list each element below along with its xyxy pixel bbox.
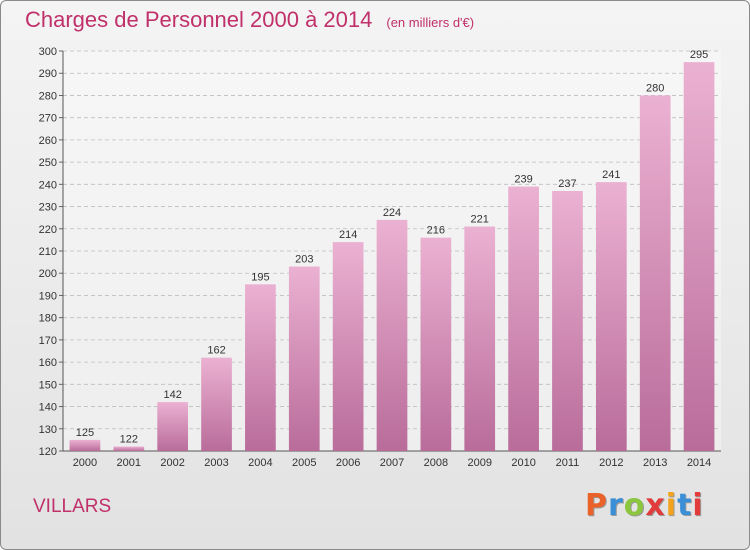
x-tick-label: 2010 [511,457,535,469]
y-tick-label: 240 [39,179,57,191]
y-tick-label: 260 [39,135,57,147]
x-tick-label: 2009 [467,457,491,469]
y-tick-label: 230 [39,202,57,214]
x-tick-label: 2008 [424,457,448,469]
x-tick-label: 2000 [73,457,97,469]
bar [288,266,320,451]
data-label: 122 [120,434,138,446]
bar [332,242,364,451]
y-tick-label: 120 [39,446,57,458]
data-label: 214 [339,229,357,241]
x-tick-label: 2011 [556,457,580,469]
y-tick-label: 250 [39,157,57,169]
data-label: 203 [295,254,313,266]
data-label: 162 [207,345,225,357]
y-tick-label: 150 [39,379,57,391]
y-tick-label: 210 [39,246,57,258]
data-label: 125 [76,427,94,439]
y-tick-label: 160 [39,357,57,369]
logo-letter: i [665,488,678,523]
y-tick-label: 220 [39,224,57,236]
logo-letter: x [645,488,666,523]
bar [683,62,715,451]
y-tick-label: 200 [39,268,57,280]
title-text: Charges de Personnel 2000 à 2014 [25,7,373,32]
chart-title: Charges de Personnel 2000 à 2014 (en mill… [25,7,474,33]
bar [508,186,539,452]
logo-letter: o [623,488,646,523]
y-tick-label: 130 [39,424,57,436]
x-tick-label: 2014 [687,457,711,469]
logo-letter: P [585,488,608,523]
y-tick-label: 190 [39,290,57,302]
x-tick-label: 2005 [292,457,316,469]
data-label: 142 [163,389,181,401]
bar [464,226,496,451]
logo-letter: i [692,488,704,523]
data-label: 295 [690,49,708,61]
x-tick-label: 2007 [380,457,404,469]
bar [595,182,627,451]
data-label: 216 [427,225,445,237]
bar [420,237,452,451]
data-label: 195 [251,271,269,283]
data-label: 237 [558,178,576,190]
data-label: 221 [471,214,489,226]
y-tick-label: 270 [39,113,57,125]
bar [245,284,276,451]
data-label: 280 [646,82,664,94]
logo-letter: r [608,488,624,523]
data-label: 224 [383,207,401,219]
y-tick-label: 180 [39,313,57,325]
y-tick-label: 290 [39,68,57,80]
bar [157,402,189,451]
bar [69,439,101,451]
x-tick-label: 2002 [160,457,184,469]
logo-letter: t [677,488,693,523]
bar [552,191,583,451]
y-tick-label: 300 [39,46,57,58]
x-tick-label: 2006 [336,457,360,469]
y-tick-label: 140 [39,402,57,414]
x-tick-label: 2004 [248,457,272,469]
unit-note: (en milliers d'€) [386,15,475,30]
bar [113,446,145,451]
x-tick-label: 2001 [117,457,141,469]
x-tick-label: 2003 [204,457,228,469]
data-label: 239 [514,174,532,186]
proxiti-logo: Proxiti [585,488,704,523]
town-name: VILLARS [33,496,112,517]
x-tick-label: 2012 [599,457,623,469]
bar [201,357,232,451]
bar [639,95,671,451]
y-tick-label: 170 [39,335,57,347]
y-tick-label: 280 [39,90,57,102]
data-label: 241 [602,169,620,181]
bar [376,219,408,451]
x-tick-label: 2013 [643,457,667,469]
